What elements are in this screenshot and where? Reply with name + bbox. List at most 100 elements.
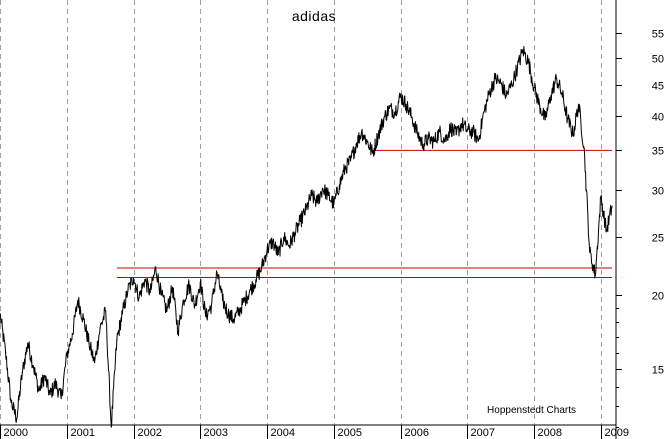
price-point (611, 205, 613, 207)
price-point (227, 313, 229, 315)
axis-layer (0, 0, 617, 439)
price-point (60, 397, 62, 400)
price-point (155, 267, 157, 269)
chart-title: adidas (292, 8, 336, 24)
price-point (578, 103, 580, 105)
price-point (605, 230, 608, 232)
price-point (183, 299, 185, 301)
support-resistance-lines (116, 149, 612, 278)
price-point (10, 401, 12, 403)
series-layer (0, 46, 613, 428)
price-point (416, 132, 418, 134)
price-point (505, 95, 507, 97)
price-point (533, 87, 535, 89)
x-tick-label: 2003 (204, 427, 228, 439)
price-point (461, 123, 463, 125)
label-layer: adidas Hoppenstedt Charts 2000 2001 2002 20… (4, 8, 665, 439)
price-point (244, 299, 246, 301)
price-point (0, 313, 1, 315)
price-point (316, 201, 318, 204)
chart-credit: Hoppenstedt Charts (487, 405, 576, 416)
price-point (127, 289, 129, 291)
price-point (383, 117, 385, 119)
price-point (477, 139, 480, 141)
y-tick-label: 25 (652, 233, 664, 245)
price-point (600, 196, 602, 198)
price-point (555, 78, 558, 80)
price-point (516, 67, 519, 69)
price-point (500, 82, 502, 84)
price-point (82, 318, 85, 320)
x-tick-label: 2000 (4, 427, 28, 439)
price-point (105, 310, 107, 312)
y-tick-label: 40 (652, 112, 664, 124)
price-point (266, 249, 268, 251)
price-point (144, 279, 146, 281)
y-tick-label: 30 (652, 186, 664, 198)
price-point (110, 426, 112, 428)
price-point (394, 111, 396, 113)
price-point (38, 390, 40, 392)
price-point (260, 267, 263, 269)
price-point (138, 297, 140, 299)
x-tick-label: 2007 (471, 427, 495, 439)
price-point (411, 116, 413, 118)
price-point (427, 138, 429, 140)
grid-layer (0, 0, 622, 439)
price-point (438, 131, 441, 133)
price-point (88, 342, 90, 344)
price-point (539, 105, 541, 107)
price-point (466, 129, 468, 131)
price-point (66, 355, 68, 357)
x-tick-label: 2002 (138, 427, 162, 439)
y-tick-label: 55 (652, 29, 664, 41)
x-tick-label: 2005 (338, 427, 362, 439)
price-point (132, 276, 135, 279)
price-point (355, 143, 357, 146)
price-point (583, 148, 585, 150)
price-point (188, 284, 190, 286)
price-point (205, 315, 207, 318)
x-tick-label: 2006 (405, 427, 429, 439)
price-point (594, 274, 596, 276)
price-point (5, 352, 7, 354)
price-point (550, 95, 552, 97)
price-point (99, 327, 101, 329)
price-point (221, 299, 224, 301)
price-point (489, 91, 491, 93)
price-point (238, 310, 240, 312)
price-point (338, 184, 340, 186)
y-tick-label: 35 (652, 146, 664, 158)
price-point (116, 339, 118, 341)
x-tick-label: 2004 (271, 427, 295, 439)
price-point (121, 313, 123, 315)
price-point (566, 117, 569, 119)
price-point (572, 134, 574, 136)
price-point (16, 417, 18, 420)
price-point (433, 141, 435, 143)
price-point (255, 279, 257, 281)
price-point (388, 107, 391, 109)
price-point (288, 245, 290, 247)
price-point (400, 95, 402, 97)
price-point (199, 281, 201, 283)
price-point (32, 365, 35, 367)
y-tick-label: 20 (652, 291, 664, 303)
x-tick-label: 2009 (605, 427, 629, 439)
price-point (327, 194, 329, 196)
price-point (372, 152, 374, 154)
price-point (311, 194, 313, 196)
price-point (361, 131, 363, 133)
price-point (283, 236, 285, 238)
price-point (422, 143, 424, 146)
price-point (455, 134, 457, 136)
price-point (160, 294, 162, 296)
price-point (55, 382, 57, 385)
price-point (544, 119, 546, 121)
price-point (322, 187, 324, 189)
price-point (166, 310, 168, 312)
price-point (171, 286, 174, 288)
price-point (272, 240, 274, 243)
